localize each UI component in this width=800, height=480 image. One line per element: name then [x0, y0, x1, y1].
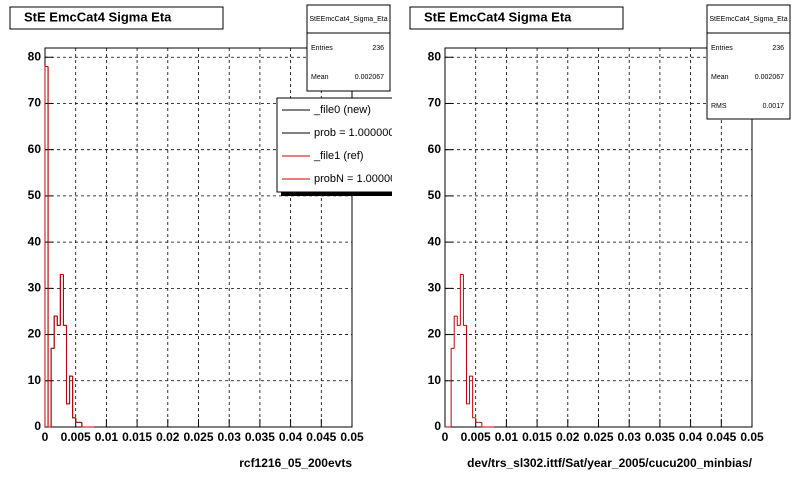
histogram-bin	[472, 376, 476, 419]
y-tick-label: 30	[428, 281, 442, 295]
x-axis-label: rcf1216_05_200evts	[239, 456, 352, 470]
histogram-bin	[53, 315, 58, 349]
stats-box	[306, 4, 391, 92]
stats-value: 0.0017	[763, 103, 785, 110]
stats-label: RMS	[711, 103, 727, 110]
y-tick-label: 0	[34, 419, 41, 433]
x-tick-label: 0	[42, 430, 49, 444]
stats-value: 0.002067	[755, 74, 784, 81]
stats-label: Mean	[311, 74, 329, 81]
title-box	[9, 6, 224, 30]
y-tick-label: 60	[428, 142, 442, 156]
stats-label: Entries	[311, 45, 333, 52]
legend-label: _file1 (ref)	[313, 150, 364, 162]
histogram-bin	[56, 316, 61, 326]
y-tick-label: 70	[28, 96, 42, 110]
x-tick-label: 0.005	[461, 430, 491, 444]
histogram-bin	[481, 422, 485, 428]
legend-label: _file0 (new)	[313, 104, 371, 116]
histogram-bin	[50, 347, 55, 427]
y-tick-label: 40	[28, 234, 42, 248]
x-tick-label: 0.015	[122, 430, 152, 444]
histogram-bin	[47, 66, 52, 428]
y-tick-label: 50	[28, 188, 42, 202]
histogram-bin	[75, 417, 79, 423]
y-tick-label: 10	[428, 373, 442, 387]
x-tick-label: 0.025	[183, 430, 213, 444]
pad: 0 10 20 30 40 50 60 70 80 0 0.005 0.01 0.015 0.02 0.02…	[9, 4, 402, 470]
legend-box	[276, 97, 392, 193]
histogram-bin	[462, 274, 467, 326]
histogram-bin	[475, 417, 479, 423]
y-tick-label: 10	[28, 373, 42, 387]
chart-title: StE EmcCat4 Sigma Eta	[24, 9, 172, 24]
x-tick-label: 0.01	[95, 430, 119, 444]
x-tick-label: 0.015	[522, 430, 552, 444]
pad: 0 10 20 30 40 50 60 70 80 0 0.005 0.01 0.015 0.02 0.02…	[409, 4, 791, 470]
x-tick-label: 0.04	[679, 430, 703, 444]
y-tick-label: 20	[428, 327, 442, 341]
stats-title: StEEmcCat4_Sigma_Eta	[309, 16, 387, 23]
legend: _file0 (new) prob = 1.000000 _file1 (ref) p…	[276, 97, 402, 196]
histogram-bin	[59, 273, 64, 326]
histogram-bin	[465, 325, 470, 405]
plot-frame	[444, 47, 753, 428]
x-tick-label: 0.02	[556, 430, 580, 444]
x-tick-label: 0	[442, 430, 449, 444]
stats-box	[706, 4, 791, 120]
legend-note: probN = 1.000000	[314, 173, 402, 185]
x-tick-label: 0.03	[618, 430, 642, 444]
x-axis-label: dev/trs_sl302.ittf/Sat/year_2005/cucu200…	[467, 456, 752, 470]
histogram-bin	[44, 65, 49, 427]
histogram-bin	[65, 325, 70, 405]
x-tick-label: 0.05	[340, 430, 364, 444]
y-tick-label: 20	[28, 327, 42, 341]
stats-title: StEEmcCat4_Sigma_Eta	[709, 16, 787, 23]
title-box	[409, 6, 624, 30]
histogram-bin	[81, 422, 85, 428]
stats-value: 0.002067	[355, 74, 384, 81]
stats-label: Mean	[711, 74, 729, 81]
histogram-bin	[72, 376, 76, 419]
y-tick-label: 0	[434, 419, 441, 433]
y-tick-label: 50	[428, 188, 442, 202]
x-tick-label: 0.045	[306, 430, 336, 444]
y-tick-label: 40	[428, 234, 442, 248]
y-tick-label: 30	[28, 281, 42, 295]
y-tick-label: 80	[428, 49, 442, 63]
histogram-bin	[450, 347, 455, 427]
x-tick-label: 0.03	[218, 430, 242, 444]
histogram-bin	[469, 375, 473, 404]
x-tick-label: 0.04	[279, 430, 303, 444]
histogram-bin	[453, 315, 458, 349]
chart-title: StE EmcCat4 Sigma Eta	[424, 9, 572, 24]
stats-value: 236	[372, 45, 384, 52]
y-tick-label: 60	[28, 142, 42, 156]
histogram-bin	[69, 375, 73, 404]
x-tick-label: 0.025	[583, 430, 613, 444]
x-tick-label: 0.035	[645, 430, 675, 444]
x-tick-label: 0.005	[61, 430, 91, 444]
x-tick-label: 0.01	[495, 430, 519, 444]
x-tick-label: 0.045	[706, 430, 736, 444]
histogram-bin	[62, 274, 67, 326]
histogram-bin	[459, 273, 464, 326]
histogram-bin	[456, 316, 461, 326]
y-tick-label: 80	[28, 49, 42, 63]
legend-note: prob = 1.000000	[314, 127, 394, 139]
stats-label: Entries	[711, 45, 733, 52]
x-tick-label: 0.05	[740, 430, 764, 444]
y-tick-label: 70	[428, 96, 442, 110]
x-tick-label: 0.035	[245, 430, 275, 444]
stats-value: 236	[772, 45, 784, 52]
x-tick-label: 0.02	[156, 430, 180, 444]
